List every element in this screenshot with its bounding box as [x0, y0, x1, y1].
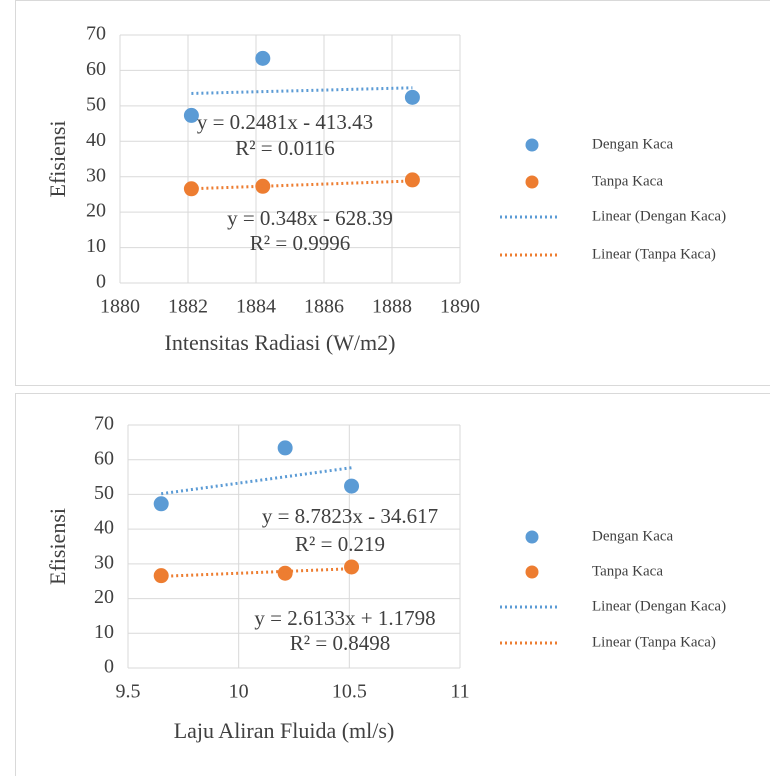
- y-axis-title: Efisiensi: [45, 508, 70, 585]
- x-axis-title: Intensitas Radiasi (W/m2): [165, 330, 396, 355]
- trendline: [160, 466, 352, 496]
- y-tick-label: 50: [94, 482, 114, 504]
- legend-marker: [525, 565, 539, 579]
- legend-marker: [525, 138, 539, 152]
- trendline-equation: R² = 0.0116: [235, 136, 335, 160]
- y-tick-label: 40: [94, 517, 114, 539]
- y-axis-title: Efisiensi: [45, 121, 70, 198]
- x-tick-label: 1882: [168, 296, 208, 318]
- trendline: [191, 179, 413, 191]
- trendline-equation: y = 2.6133x + 1.1798: [254, 606, 435, 630]
- legend-label: Tanpa Kaca: [592, 563, 663, 579]
- trendline-equation: y = 0.348x - 628.39: [227, 206, 393, 230]
- legend-label: Linear (Tanpa Kaca): [592, 246, 716, 262]
- y-tick-label: 60: [94, 447, 114, 469]
- legend-label: Tanpa Kaca: [592, 173, 663, 189]
- x-tick-label: 1884: [236, 296, 276, 318]
- x-tick-label: 1880: [100, 296, 140, 318]
- y-tick-label: 70: [86, 23, 106, 45]
- data-point: [277, 440, 293, 456]
- y-tick-label: 40: [86, 129, 106, 151]
- trendline-equation: R² = 0.9996: [250, 231, 350, 255]
- data-point: [255, 50, 271, 66]
- y-tick-label: 20: [94, 586, 114, 608]
- x-tick-label: 1886: [304, 296, 344, 318]
- x-tick-label: 10: [229, 681, 249, 703]
- legend-label: Dengan Kaca: [592, 528, 674, 544]
- x-tick-label: 9.5: [116, 681, 141, 703]
- chart-frame: [15, 393, 770, 776]
- y-tick-label: 50: [86, 93, 106, 115]
- data-point: [183, 107, 199, 123]
- legend-label: Linear (Dengan Kaca): [592, 598, 726, 614]
- legend-marker: [525, 175, 539, 189]
- data-point: [344, 478, 360, 494]
- data-point: [153, 496, 169, 512]
- chart-frame: [15, 0, 770, 386]
- trendline: [161, 567, 352, 578]
- x-tick-label: 11: [450, 681, 469, 703]
- y-tick-label: 0: [96, 271, 106, 293]
- trendline: [191, 86, 413, 95]
- y-tick-label: 10: [94, 621, 114, 643]
- y-tick-label: 70: [94, 413, 114, 435]
- legend-marker: [525, 530, 539, 544]
- data-point: [344, 559, 360, 575]
- legend-label: Dengan Kaca: [592, 136, 674, 152]
- data-point: [404, 172, 420, 188]
- data-point: [277, 565, 293, 581]
- y-tick-label: 0: [104, 656, 114, 678]
- x-tick-label: 1888: [372, 296, 412, 318]
- y-tick-label: 30: [94, 551, 114, 573]
- trendline-equation: R² = 0.8498: [290, 631, 390, 655]
- y-tick-label: 20: [86, 200, 106, 222]
- y-tick-label: 30: [86, 164, 106, 186]
- x-tick-label: 1890: [440, 296, 480, 318]
- legend-label: Linear (Dengan Kaca): [592, 208, 726, 224]
- y-tick-label: 10: [86, 235, 106, 257]
- data-point: [404, 89, 420, 105]
- y-tick-label: 60: [86, 58, 106, 80]
- x-axis-title: Laju Aliran Fluida (ml/s): [174, 718, 395, 743]
- trendline-equation: R² = 0.219: [295, 532, 385, 556]
- trendline-equation: y = 8.7823x - 34.617: [262, 504, 438, 528]
- legend-label: Linear (Tanpa Kaca): [592, 634, 716, 650]
- x-tick-label: 10.5: [332, 681, 367, 703]
- trendline-equation: y = 0.2481x - 413.43: [197, 110, 373, 134]
